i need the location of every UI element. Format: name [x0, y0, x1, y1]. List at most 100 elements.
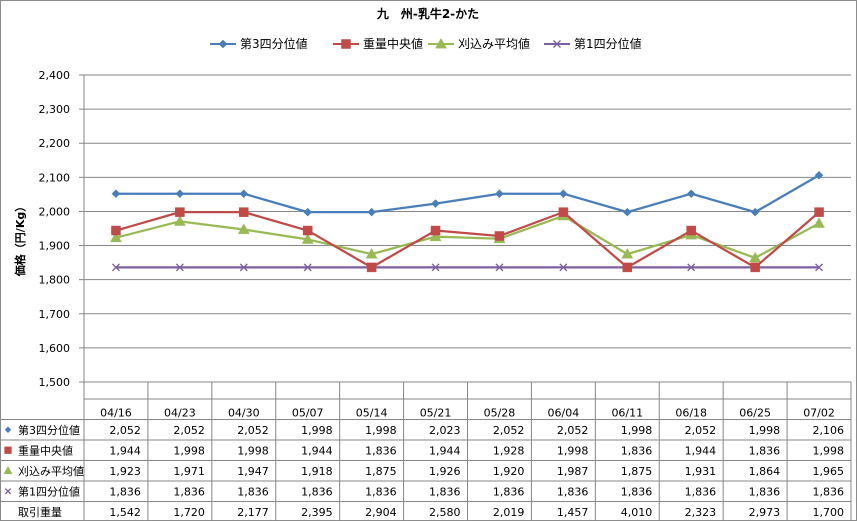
legend-marker	[435, 37, 447, 49]
data-point	[110, 231, 122, 243]
legend-item: 重量中央値	[333, 36, 423, 51]
table-cell: 2,052	[685, 424, 717, 437]
y-tick-label: 1,500	[39, 376, 71, 389]
gridlines	[79, 74, 851, 383]
table-cell: 1,720	[173, 506, 205, 519]
y-tick-label: 1,600	[39, 342, 71, 355]
table-cell: 2,323	[685, 506, 717, 519]
data-point	[559, 263, 568, 272]
table-cell: 1,875	[365, 465, 397, 478]
data-point	[494, 231, 505, 241]
legend-item: 第3四分位値	[210, 36, 308, 51]
data-point	[622, 262, 633, 273]
table-cell: 2,177	[237, 506, 269, 519]
series-line	[115, 214, 820, 259]
data-point	[111, 263, 120, 272]
table-cell: 1,836	[493, 485, 525, 498]
y-tick-label: 2,300	[39, 103, 71, 116]
table-cell: 2,023	[429, 424, 461, 437]
data-point	[814, 170, 824, 180]
table-cell: 1,944	[429, 444, 461, 457]
row-label: 取引重量	[18, 505, 62, 519]
legend: 第3四分位値 重量中央値 刈込み平均値 第1四分位値	[210, 36, 642, 51]
table-cell: 1,700	[813, 506, 845, 519]
legend-marker	[218, 39, 228, 49]
table-cell: 1,836	[301, 485, 333, 498]
table-cell: 1,931	[685, 465, 717, 478]
row-label: 重量中央値	[18, 443, 73, 457]
data-point	[430, 225, 441, 236]
x-tick-label: 06/04	[548, 406, 580, 419]
data-point	[749, 251, 762, 263]
table-cell: 2,052	[237, 424, 269, 437]
data-point	[239, 263, 248, 272]
data-point	[495, 263, 504, 272]
data-point	[367, 207, 376, 217]
table-cell: 1,864	[749, 465, 781, 478]
row-legend-marker	[3, 466, 13, 475]
y-tick-label: 1,800	[39, 274, 71, 287]
table-cell: 1,944	[685, 444, 717, 457]
series-3	[110, 209, 825, 263]
series-4	[111, 263, 824, 272]
row-legend-marker	[4, 446, 12, 454]
y-tick-label: 2,200	[39, 137, 71, 150]
data-point	[495, 189, 504, 199]
data-point	[111, 189, 121, 199]
x-tick-label: 06/11	[611, 406, 643, 419]
data-point	[365, 248, 378, 259]
table-cell: 2,904	[365, 506, 397, 519]
table-cell: 1,836	[621, 485, 653, 498]
series-line	[115, 174, 820, 214]
table-cell: 1,947	[237, 465, 269, 478]
table-cell: 1,928	[493, 444, 525, 457]
legend-label: 刈込み平均値	[458, 36, 530, 51]
series-line	[115, 211, 820, 269]
table-cell: 1,457	[557, 506, 589, 519]
legend-label: 第3四分位値	[240, 36, 308, 51]
data-point	[813, 217, 825, 228]
table-cell: 1,836	[365, 444, 397, 457]
table-cell: 1,998	[237, 444, 269, 457]
table-cell: 1,944	[301, 444, 333, 457]
table-cell: 1,542	[109, 506, 141, 519]
x-tick-label: 04/23	[164, 406, 196, 419]
table-cell: 1,998	[621, 424, 653, 437]
data-point	[429, 230, 442, 242]
table-cell: 1,998	[749, 424, 781, 437]
data-point	[558, 207, 569, 217]
table-cell: 1,836	[109, 485, 141, 498]
legend-label: 第1四分位値	[574, 36, 642, 51]
data-point	[815, 263, 824, 272]
table-cell: 1,836	[237, 485, 269, 498]
table-cell: 1,836	[749, 444, 781, 457]
x-tick-label: 07/02	[803, 406, 835, 419]
table-cell: 1,923	[109, 465, 141, 478]
row-legend-marker	[4, 426, 12, 434]
y-axis-label: 価格（円/Kg）	[13, 201, 27, 277]
table-cell: 1,965	[813, 465, 845, 478]
row-label: 刈込み平均値	[18, 465, 84, 478]
x-tick-label: 06/18	[675, 406, 707, 419]
data-point	[431, 263, 440, 272]
x-tick-label: 06/25	[739, 406, 771, 419]
table-cell: 1,836	[429, 485, 461, 498]
y-tick-label: 2,400	[39, 69, 71, 82]
data-point	[175, 263, 184, 272]
legend-item: 刈込み平均値	[428, 36, 530, 51]
row-legend-marker	[4, 488, 12, 495]
table-cell: 1,998	[557, 444, 589, 457]
data-point	[239, 207, 249, 217]
x-tick-label: 04/16	[100, 406, 132, 419]
data-point	[175, 207, 185, 217]
table-cell: 1,926	[429, 465, 461, 478]
data-point	[621, 248, 634, 259]
legend-marker	[553, 40, 561, 48]
x-tick-label: 05/07	[292, 406, 324, 419]
table-cell: 2,106	[813, 424, 845, 437]
data-table: 04/16 04/23 04/30 05/07 05/14 05/21 05/28 06/04…	[0, 382, 852, 521]
row-label: 第3四分位値	[18, 423, 80, 437]
y-tick-label: 1,900	[39, 240, 71, 253]
data-point	[814, 207, 824, 217]
